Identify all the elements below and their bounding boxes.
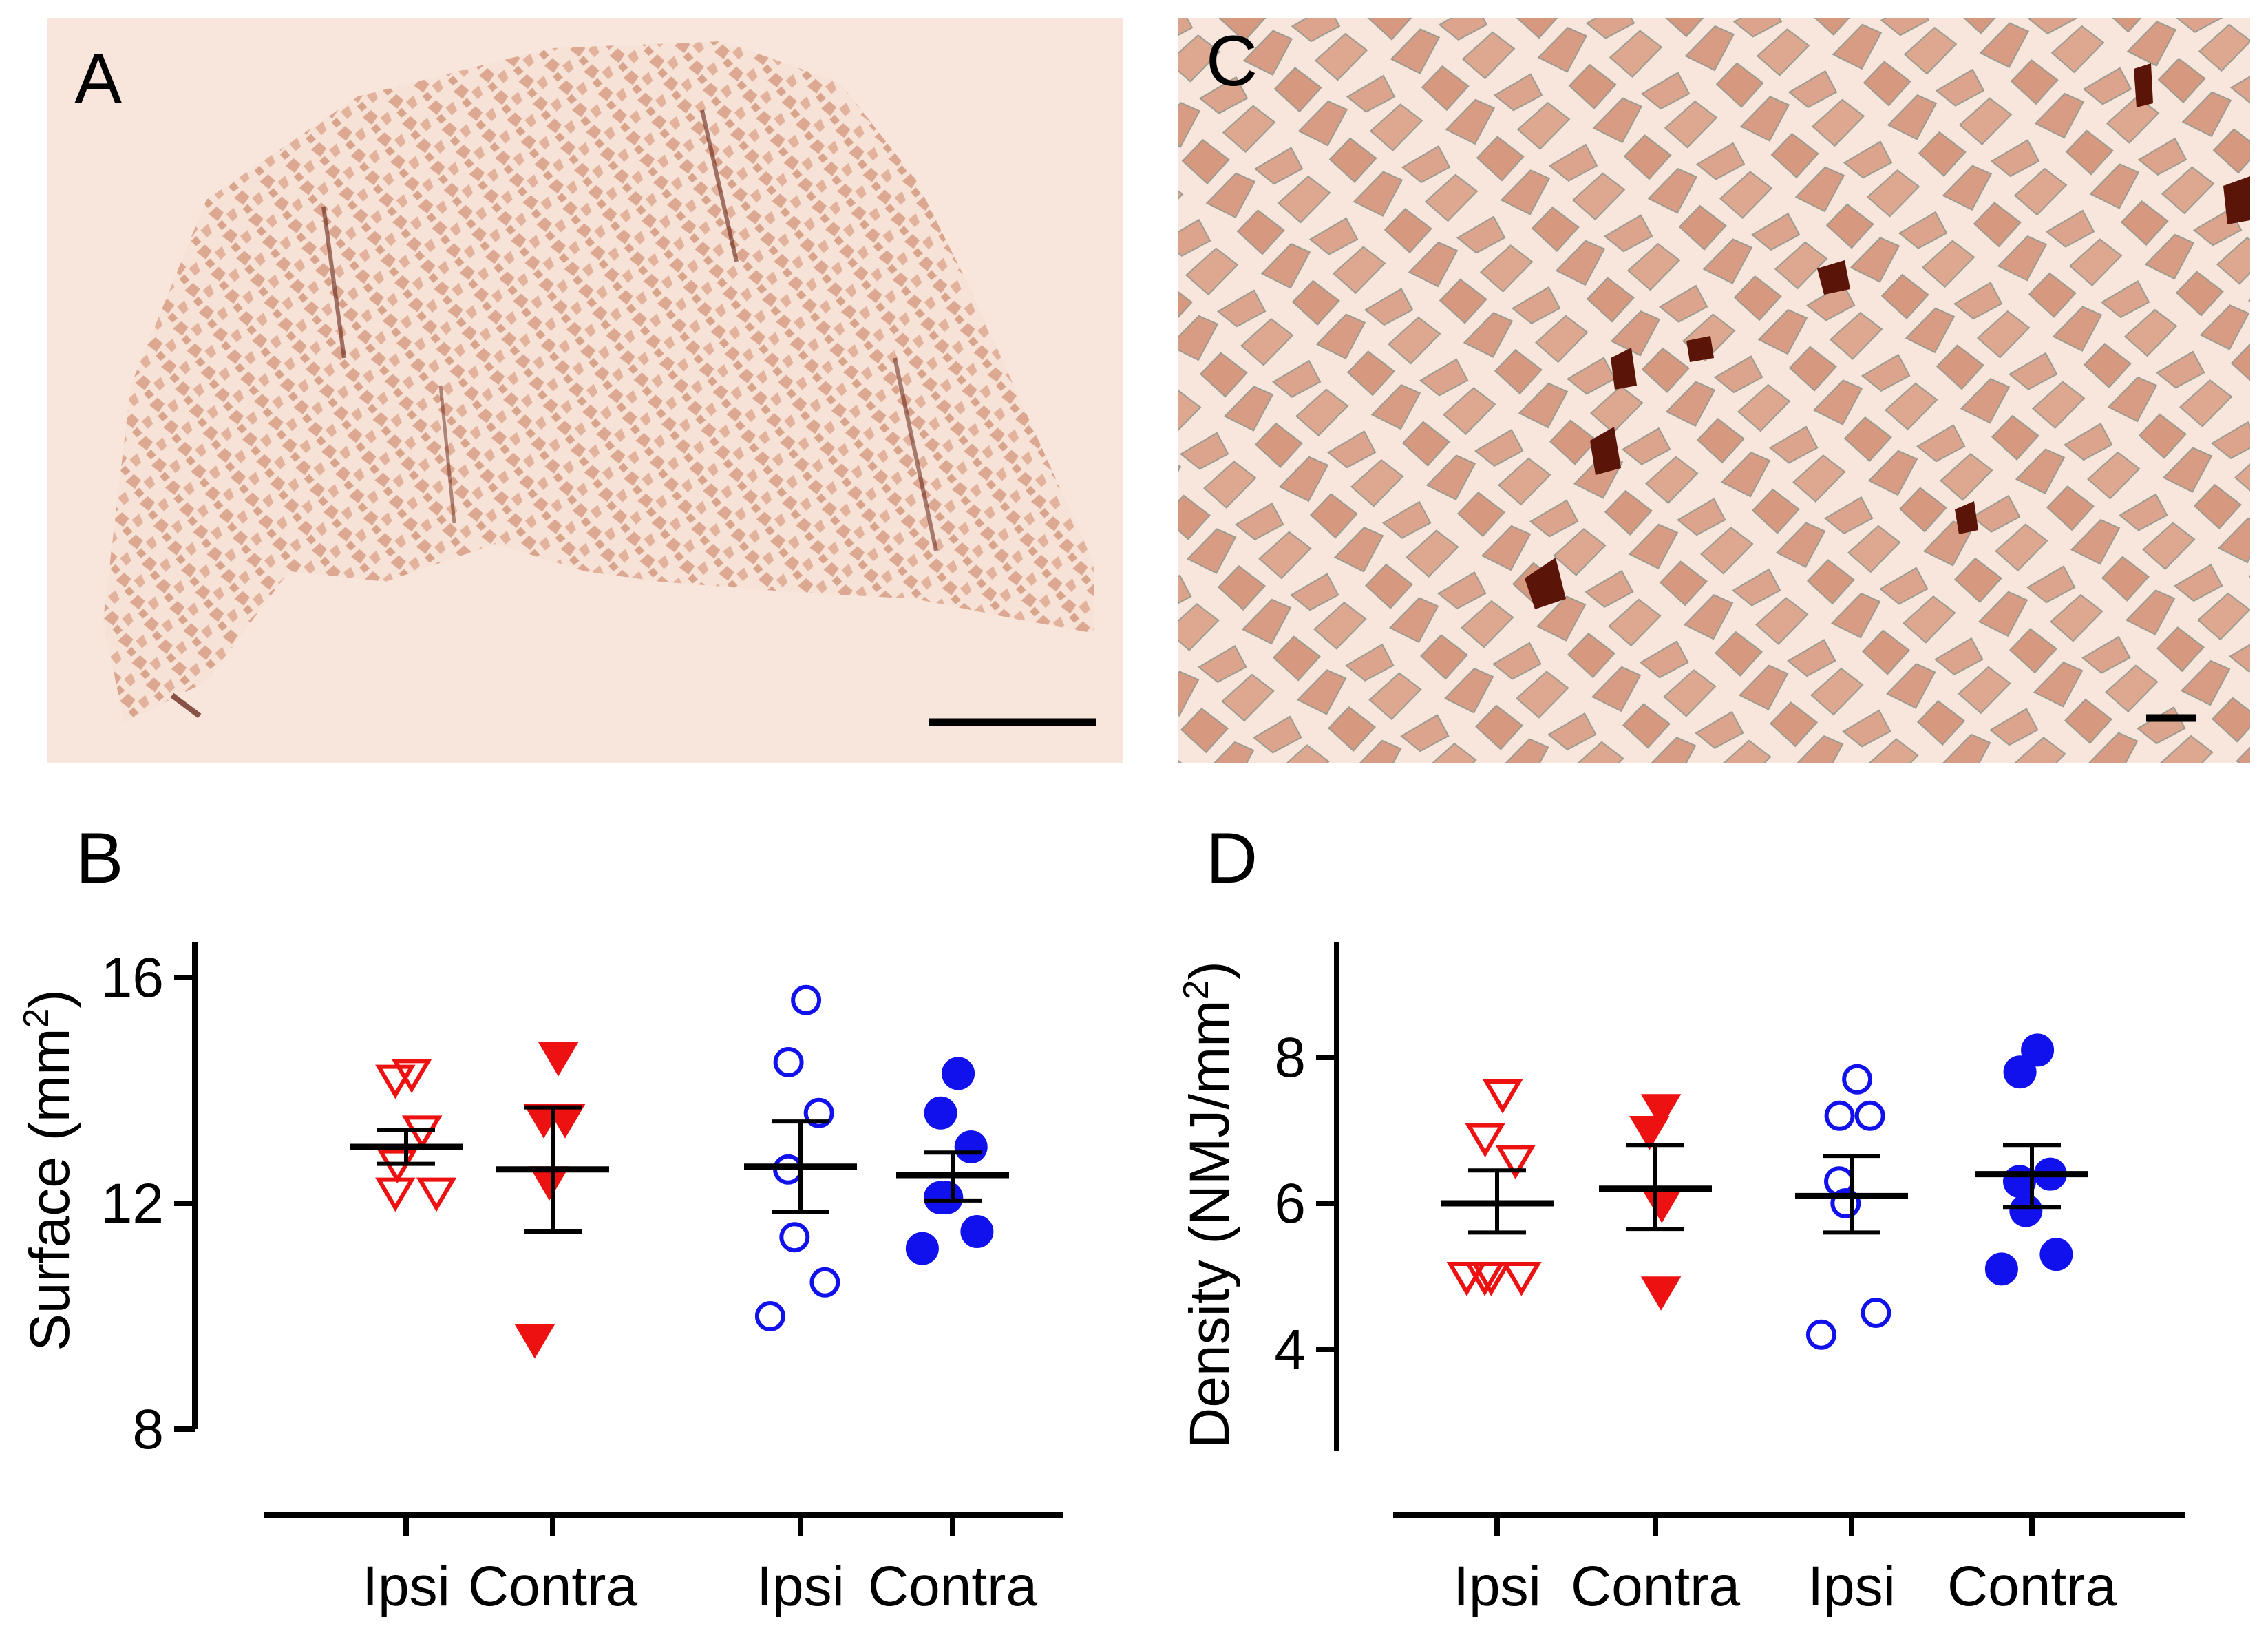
data-point <box>954 1130 988 1163</box>
data-point <box>1465 1123 1505 1158</box>
data-point <box>930 1181 964 1214</box>
chart-d: D Density (NMJ/mm2) 4 6 8 Ipsi Contra Ipsi Con… <box>1176 819 2185 1618</box>
y-tick-label: 6 <box>1274 1172 1306 1235</box>
panel-letter-b: B <box>76 819 123 898</box>
y-axis-label-d-text: Density (NMJ/mm <box>1178 1000 1241 1448</box>
data-point <box>1984 1252 2018 1286</box>
data-point <box>1854 1100 1885 1131</box>
data-point <box>1861 1298 1891 1328</box>
data-point <box>2009 1194 2043 1227</box>
stain-streak <box>893 357 938 551</box>
group-label: Contra <box>468 1555 638 1618</box>
y-tick-label: 8 <box>132 1398 164 1461</box>
data-point <box>1482 1079 1523 1114</box>
data-point <box>1640 1094 1682 1128</box>
nmj-stain <box>2134 63 2153 107</box>
data-point <box>538 1042 579 1077</box>
y-tick-label: 4 <box>1274 1318 1306 1381</box>
y-tick-label: 12 <box>101 1172 164 1235</box>
data-point <box>1805 1319 1836 1350</box>
nmj-stain <box>1611 348 1637 390</box>
muscle-section <box>103 41 1094 723</box>
nmj-stain <box>1955 501 1978 534</box>
y-axis-label-d: Density (NMJ/mm2) <box>1176 961 1241 1448</box>
data-point <box>375 1064 416 1099</box>
y-axis-label-d-tail: ) <box>1178 961 1241 980</box>
data-point <box>803 1097 834 1128</box>
group-label: Ipsi <box>362 1555 450 1618</box>
data-point <box>391 1059 432 1094</box>
y-axis-label-b-tail: ) <box>19 989 81 1008</box>
stain-streak <box>700 109 739 262</box>
data-point <box>1842 1064 1873 1095</box>
data-point <box>2003 1055 2037 1089</box>
panel-c-micrograph: C <box>1178 18 2250 763</box>
data-point <box>809 1267 840 1298</box>
data-point <box>1471 1262 1512 1296</box>
data-point <box>1501 1262 1542 1296</box>
data-point <box>1495 1145 1536 1180</box>
y-axis-label-d-sup: 2 <box>1176 980 1216 1000</box>
data-point <box>791 984 822 1015</box>
panel-c-background <box>1178 18 2250 763</box>
data-point <box>416 1177 457 1212</box>
data-point <box>773 1047 804 1077</box>
data-point <box>1629 1116 1670 1150</box>
data-point <box>942 1057 975 1090</box>
data-point <box>924 1096 957 1130</box>
y-tick-label: 16 <box>101 947 164 1009</box>
panel-letter-a: A <box>74 39 123 119</box>
data-point <box>960 1215 994 1248</box>
data-point <box>2039 1238 2073 1271</box>
chart-b: B Surface (mm2) 8 12 16 Ipsi Contra Ipsi Contr… <box>17 819 1063 1618</box>
data-point <box>514 1324 555 1359</box>
data-point <box>1824 1100 1855 1131</box>
panel-letter-d: D <box>1206 819 1258 898</box>
nmj-stain <box>2223 176 2250 224</box>
nmj-stains <box>1525 63 2250 609</box>
data-point <box>754 1301 785 1331</box>
data-point <box>2021 1033 2055 1067</box>
data-point <box>375 1177 416 1212</box>
data-point <box>1642 1189 1682 1223</box>
y-axis-label-b-sup: 2 <box>17 1009 56 1028</box>
stain-streak <box>438 385 456 524</box>
group-label: Ipsi <box>756 1555 845 1618</box>
group-label: Contra <box>1571 1555 1741 1618</box>
data-point <box>1830 1188 1861 1218</box>
data-point <box>905 1232 939 1265</box>
nmj-stain <box>1590 427 1621 475</box>
group-label: Ipsi <box>1808 1555 1896 1618</box>
group-label: Contra <box>1947 1555 2117 1618</box>
y-tick-label: 8 <box>1274 1026 1306 1089</box>
nmj-stain <box>1686 336 1714 362</box>
data-point <box>529 1166 570 1201</box>
stain-streak <box>170 693 202 719</box>
panel-letter-c: C <box>1206 21 1258 101</box>
nmj-stain <box>1525 558 1566 609</box>
y-axis-label-b-text: Surface (mm <box>19 1028 81 1351</box>
stain-streak <box>321 206 346 359</box>
panel-a-micrograph: A <box>47 18 1123 763</box>
y-axis-label-b: Surface (mm2) <box>17 989 81 1351</box>
data-point <box>1446 1262 1487 1296</box>
nmj-stain <box>1817 260 1850 295</box>
group-label: Contra <box>868 1555 1038 1618</box>
data-point <box>1640 1276 1682 1311</box>
group-label: Ipsi <box>1453 1555 1541 1618</box>
data-point <box>779 1222 810 1253</box>
